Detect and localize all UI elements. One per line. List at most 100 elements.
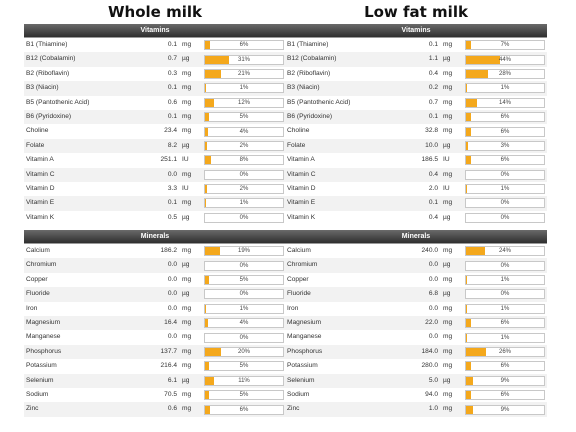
nutrient-unit: µg xyxy=(182,376,190,384)
nutrient-unit: mg xyxy=(182,347,192,355)
daily-value-bar: 1% xyxy=(465,332,545,343)
daily-value-bar-fill xyxy=(205,156,212,165)
nutrient-name: Folate xyxy=(26,141,45,149)
nutrient-name: Manganese xyxy=(26,333,61,341)
table-row: Potassium 216.4 mg 5% xyxy=(24,359,286,373)
nutrient-unit: mg xyxy=(443,304,453,312)
nutrient-unit: µg xyxy=(443,55,451,63)
nutrient-amount: 0.1 xyxy=(167,199,177,207)
daily-value-bar: 1% xyxy=(204,198,284,209)
nutrient-amount: 0.7 xyxy=(428,98,438,106)
nutrient-amount: 0.1 xyxy=(167,84,177,92)
daily-value-bar-fill xyxy=(466,319,471,328)
nutrient-unit: µg xyxy=(443,141,451,149)
table-row: Zinc 1.0 mg 9% xyxy=(285,402,547,417)
nutrient-amount: 0.1 xyxy=(428,199,438,207)
nutrient-amount: 5.0 xyxy=(428,376,438,384)
daily-value-bar-fill xyxy=(205,199,206,208)
daily-value-bar-fill xyxy=(466,69,488,78)
daily-value-label: 6% xyxy=(500,320,510,327)
vitamins-table: B1 (Thiamine) 0.1 mg 6% B12 (Cobalamin) 0.7 µg… xyxy=(24,38,286,225)
daily-value-label: 1% xyxy=(500,186,510,193)
table-row: Vitamin A 186.5 IU 6% xyxy=(285,153,547,167)
table-row: Vitamin C 0.4 mg 0% xyxy=(285,167,547,182)
daily-value-bar: 7% xyxy=(465,40,545,51)
nutrient-amount: 0.6 xyxy=(167,98,177,106)
nutrient-name: Vitamin K xyxy=(287,213,316,221)
daily-value-bar-fill xyxy=(466,41,472,50)
daily-value-bar: 0% xyxy=(465,169,545,180)
nutrient-unit: µg xyxy=(443,213,451,221)
daily-value-bar-fill xyxy=(466,362,471,371)
daily-value-label: 0% xyxy=(239,171,249,178)
daily-value-bar: 2% xyxy=(204,140,284,151)
table-row: Zinc 0.6 mg 6% xyxy=(24,402,286,417)
daily-value-label: 0% xyxy=(239,334,249,341)
daily-value-bar-fill xyxy=(466,141,469,150)
nutrient-unit: mg xyxy=(443,98,453,106)
table-row: B1 (Thiamine) 0.1 mg 7% xyxy=(285,38,547,52)
nutrient-amount: 70.5 xyxy=(164,390,177,398)
daily-value-label: 1% xyxy=(239,305,249,312)
nutrient-unit: µg xyxy=(182,141,190,149)
table-row: B12 (Cobalamin) 0.7 µg 31% xyxy=(24,52,286,67)
daily-value-bar-fill xyxy=(466,304,467,313)
nutrient-unit: mg xyxy=(443,127,453,135)
nutrient-name: B1 (Thiamine) xyxy=(26,41,68,48)
whole-milk-panel: Whole milk Vitamins B1 (Thiamine) 0.1 mg 6%… xyxy=(24,0,286,417)
nutrient-unit: mg xyxy=(182,170,192,178)
nutrient-unit: IU xyxy=(182,184,189,192)
daily-value-label: 28% xyxy=(498,70,511,77)
nutrient-name: Vitamin E xyxy=(26,199,55,207)
daily-value-label: 24% xyxy=(498,248,511,255)
nutrient-amount: 23.4 xyxy=(164,127,177,135)
nutrient-amount: 216.4 xyxy=(160,362,177,370)
daily-value-bar-fill xyxy=(205,319,209,328)
nutrient-name: Selenium xyxy=(287,376,315,384)
nutrient-amount: 251.1 xyxy=(160,156,177,164)
daily-value-label: 0% xyxy=(500,291,510,298)
nutrient-amount: 0.3 xyxy=(167,69,177,77)
nutrient-name: Phosphorus xyxy=(287,347,323,355)
daily-value-label: 9% xyxy=(500,406,510,413)
daily-value-bar-fill xyxy=(466,333,467,342)
daily-value-bar: 5% xyxy=(204,390,284,401)
nutrient-amount: 0.0 xyxy=(167,304,177,312)
daily-value-bar: 9% xyxy=(465,404,545,415)
daily-value-label: 0% xyxy=(500,171,510,178)
nutrient-amount: 1.1 xyxy=(428,55,438,63)
daily-value-bar-fill xyxy=(466,98,477,107)
nutrient-amount: 94.0 xyxy=(425,390,438,398)
daily-value-bar: 1% xyxy=(465,184,545,195)
daily-value-bar-fill xyxy=(205,405,210,414)
table-row: B3 (Niacin) 0.2 mg 1% xyxy=(285,81,547,96)
nutrient-name: Iron xyxy=(26,304,38,312)
nutrient-name: Choline xyxy=(287,127,310,135)
daily-value-bar: 31% xyxy=(204,54,284,65)
nutrient-unit: mg xyxy=(182,405,192,413)
nutrient-unit: mg xyxy=(182,84,192,92)
daily-value-bar-fill xyxy=(466,185,467,194)
nutrient-amount: 280.0 xyxy=(421,362,438,370)
daily-value-bar: 8% xyxy=(204,155,284,166)
daily-value-bar: 28% xyxy=(465,68,545,79)
daily-value-label: 5% xyxy=(239,114,249,121)
table-row: Magnesium 16.4 mg 4% xyxy=(24,316,286,331)
daily-value-label: 21% xyxy=(237,70,250,77)
nutrient-amount: 1.0 xyxy=(428,405,438,413)
nutrient-amount: 0.2 xyxy=(428,84,438,92)
nutrient-name: Vitamin D xyxy=(287,184,316,192)
vitamins-header: Vitamins xyxy=(24,24,286,38)
nutrient-name: B6 (Pyridoxine) xyxy=(26,112,72,120)
nutrient-name: Copper xyxy=(287,275,309,283)
daily-value-bar-fill xyxy=(466,276,467,285)
panel-title: Whole milk xyxy=(108,3,202,21)
nutrient-name: B3 (Niacin) xyxy=(287,84,320,92)
nutrient-name: Selenium xyxy=(26,376,54,384)
daily-value-bar: 1% xyxy=(204,83,284,94)
nutrient-name: B12 (Cobalamin) xyxy=(287,55,337,63)
table-row: Phosphorus 184.0 mg 26% xyxy=(285,344,547,360)
daily-value-bar: 5% xyxy=(204,112,284,123)
table-row: Copper 0.0 mg 1% xyxy=(285,273,547,287)
nutrient-unit: mg xyxy=(443,199,453,207)
